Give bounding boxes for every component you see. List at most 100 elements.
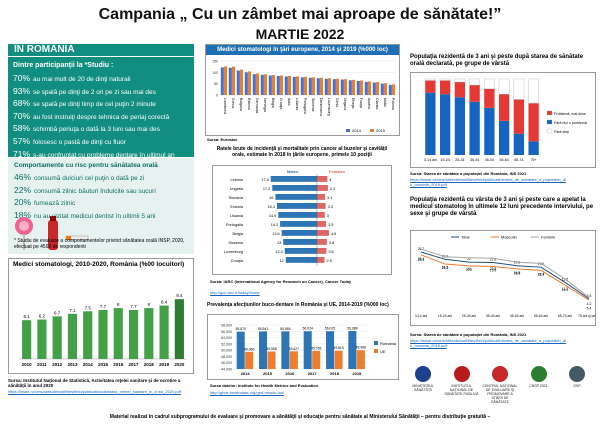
logo: INSTITUTUL NAŢIONAL DE SĂNĂTATE PUBLICĂ	[444, 366, 480, 406]
pop-xtick: 25-34	[455, 158, 464, 162]
logo-strip: MINISTERUL SĂNĂTĂŢII INSTITUTUL NAŢIONAL …	[405, 366, 595, 406]
eu-bar-2014	[372, 82, 376, 95]
pop-xtick: 35-44	[470, 158, 479, 162]
eu-bar-2019	[392, 84, 396, 95]
study-item: 58% schimbă periuţa o dată la 3 luni sau …	[13, 123, 189, 136]
visit-xtick: 35-44 ani	[486, 314, 500, 318]
cancer-bar-females	[317, 176, 328, 182]
logo-emblem-icon	[530, 366, 547, 382]
eu-bar-2019	[272, 75, 276, 95]
prev-legend-swatch	[374, 341, 378, 345]
prev-url[interactable]: http://ghdx.healthdata.org/gbd-results-t…	[210, 390, 285, 395]
eu-bar-2019	[336, 78, 340, 95]
ro-bar	[128, 310, 139, 359]
cancer-country: Lituania	[230, 214, 244, 218]
pop-url[interactable]: https://insse.ro/cms/sites/default/files…	[410, 177, 566, 187]
pop-chart: 3-14 ani 15-24 25-34 35-44 45-54 55-64 65-74 75…	[410, 72, 596, 168]
visit-point-label: 4.8	[587, 294, 592, 298]
eu-bar-2014	[348, 80, 352, 95]
ro-bar	[37, 319, 47, 359]
risk-item-text: fumează zilnic	[34, 200, 76, 207]
eu-bar-2014	[228, 67, 232, 95]
prev-bar-UE	[312, 350, 321, 369]
eu-bar-2014	[356, 80, 360, 95]
visit-line-Feminin	[420, 248, 590, 298]
prev-bar-label: 55,870	[236, 327, 246, 331]
prev-legend-swatch	[374, 349, 378, 353]
pop-seg-0	[425, 80, 436, 93]
pop-legend-label: Problemă, mai dese	[554, 112, 586, 116]
cancer-val-males: 17.2	[263, 187, 270, 191]
eu-bar-2019	[256, 73, 260, 95]
ro-tick: 2013	[67, 362, 78, 367]
visit-xtick: 55-64 ani	[534, 314, 548, 318]
eu-bar-2014	[236, 70, 240, 95]
cancer-source: Sursa: IARC (International Agency for Re…	[210, 279, 352, 284]
cancer-bar-females	[317, 212, 325, 218]
logo-emblem-icon	[415, 366, 431, 382]
eu-xtick: Austria	[367, 98, 371, 109]
risk-item: 46% consumă dulciuri cel puţin o dată pe …	[14, 172, 190, 185]
ro-tick: 2014	[83, 362, 94, 367]
cancer-country: Luxemburg	[224, 250, 243, 254]
eu-bar-2019	[312, 77, 316, 95]
cancer-bar-males	[272, 185, 317, 191]
pop-seg-1	[513, 133, 525, 155]
source-ro: Sursa: Institutul Naţional de Statistică…	[8, 378, 181, 388]
visit-point-label: 23.8	[490, 267, 497, 271]
eu-xtick: Franţa	[359, 98, 363, 108]
logo-label: CNSP 2021	[529, 384, 548, 388]
eu-bar-2019	[264, 74, 268, 95]
cancer-val-males: 13	[277, 241, 281, 245]
study-list: 70% au mai mult de 20 de dinţi naturali 93…	[13, 73, 189, 161]
logo: OSP	[559, 366, 595, 406]
pop-seg-1	[439, 94, 451, 155]
source-ro-url[interactable]: https://insse.ro/cms/sites/default/files…	[8, 389, 181, 394]
cancer-val-females: 4	[329, 178, 331, 182]
cancer-url[interactable]: http://gco.iarc.fr/today/home	[210, 290, 260, 295]
eu-bar-2019	[384, 83, 388, 95]
eu-xtick: Estonia	[247, 98, 251, 110]
study-item-text: se spală pe dinţi de 2 ori pe zi sau mai…	[33, 88, 156, 96]
eu-xtick: Danemarca	[319, 98, 323, 116]
eu-xtick: Liechtenst.	[223, 98, 227, 115]
visit-point-label: 18.1	[538, 272, 545, 276]
study-item-text: au fost instruiţi despre tehnica de peri…	[33, 113, 170, 121]
study-item-pct: 70%	[13, 110, 31, 121]
visit-line-Masculin	[420, 254, 590, 301]
cancer-val-females: 3	[327, 214, 329, 218]
risk-item: 20% fumează zilnic	[14, 197, 190, 210]
prev-xtick: 2018	[330, 371, 340, 376]
study-item-text: s-au confruntat cu probleme dentare în u…	[33, 151, 175, 159]
eu-bar-2014	[308, 77, 312, 95]
eu-bar-2014	[364, 81, 368, 95]
eu-ytick: 0	[216, 94, 218, 98]
logo-label: INSTITUTUL NAŢIONAL DE SĂNĂTATE PUBLICĂ	[444, 384, 479, 396]
ro-bar	[159, 305, 169, 359]
visit-url[interactable]: https://insse.ro/cms/sites/default/files…	[410, 338, 566, 348]
eu-bar-2019	[360, 80, 364, 95]
prev-ytick: 48,000	[221, 355, 232, 359]
visit-title: Populaţia rezidentă cu vârsta de 3 ani ş…	[410, 197, 594, 217]
cancer-val-females: 3.1	[327, 196, 332, 200]
cancer-bar-males	[275, 194, 317, 200]
cancer-val-females: 3.5	[328, 223, 333, 227]
lollipop-soda-cigarette-icon	[15, 216, 89, 250]
risk-list: 46% consumă dulciuri cel puţin o dată pe …	[14, 172, 190, 222]
visit-legend-label: Masculin	[501, 235, 517, 240]
eu-xtick: Polonia	[391, 98, 395, 110]
pop-source: Sursa: Starea de sănătate a populaţiei d…	[410, 171, 527, 176]
cancer-bar-females	[317, 203, 326, 209]
ro-tick: 2011	[37, 362, 47, 367]
eu-bar-2019	[296, 76, 300, 95]
pop-seg-0	[439, 80, 451, 95]
ro-bar-label: 8	[117, 302, 120, 307]
study-item-text: folosesc o pastă de dinţi cu fluor	[33, 138, 126, 146]
visit-point-label: 14.1	[562, 288, 569, 292]
study-footnote: * Studiu de evaluare a comportamentelor …	[14, 238, 185, 250]
prev-bar-Romania	[348, 331, 357, 369]
eu-ytick: 100	[212, 71, 218, 75]
cancer-bar-females	[317, 257, 325, 263]
cancer-country: Slovenia	[228, 241, 243, 245]
eu-legend-label: 2019	[376, 128, 386, 133]
